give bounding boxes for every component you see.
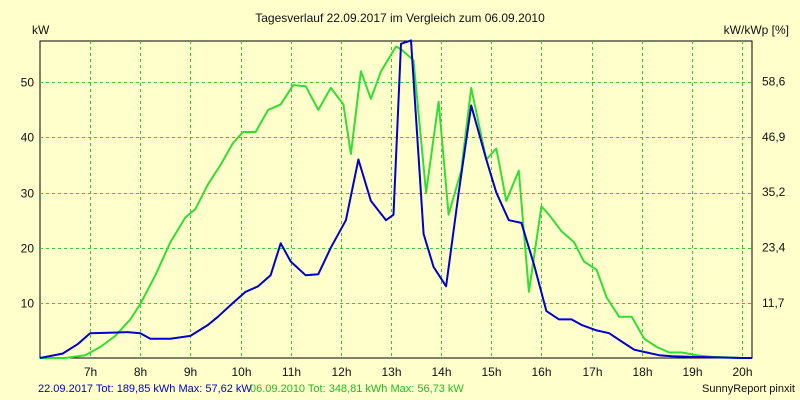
- y-right-tick-label: 46,9: [762, 130, 786, 144]
- x-tick-label: 8h: [134, 365, 147, 379]
- legend-series-1: 22.09.2017 Tot: 189,85 kWh Max: 57,62 kW: [38, 383, 252, 395]
- grid-lines: [40, 41, 752, 358]
- y-axis-left-label: kW: [32, 23, 50, 37]
- x-tick-label: 17h: [582, 365, 602, 379]
- x-tick-label: 11h: [282, 365, 301, 379]
- chart-title: Tagesverlauf 22.09.2017 im Vergleich zum…: [255, 11, 545, 25]
- series-line-06-09-2010: [40, 45, 752, 359]
- plot-area: [39, 40, 753, 359]
- x-tick-label: 10h: [231, 365, 251, 379]
- y-left-tick-label: 40: [21, 131, 35, 145]
- y-left-tick-label: 10: [21, 297, 35, 311]
- y-left-tick-label: 50: [21, 76, 35, 90]
- y-right-tick-label: 23,4: [762, 241, 786, 255]
- y-axis-right-label: kW/kWp [%]: [724, 23, 789, 37]
- y-left-tick-label: 20: [21, 242, 35, 256]
- x-tick-label: 14h: [431, 365, 451, 379]
- series-lines: [39, 39, 752, 359]
- x-tick-label: 20h: [732, 365, 752, 379]
- x-tick-label: 19h: [682, 365, 702, 379]
- y-right-tick-label: 35,2: [762, 185, 786, 199]
- x-tick-label: 15h: [481, 365, 501, 379]
- x-tick-label: 16h: [531, 365, 551, 379]
- credit-text: SunnyReport pinxit: [702, 383, 795, 395]
- y-right-tick-label: 58,6: [762, 75, 786, 89]
- axis-tick-labels: 7h 8h 9h 10h 11h 12h 13h 14h 15h 16h 17h 18h 19h 20h 1…: [21, 75, 786, 379]
- x-tick-label: 12h: [331, 365, 351, 379]
- legend-series-2: 06.09.2010 Tot: 348,81 kWh Max: 56,73 kW: [250, 383, 464, 395]
- x-tick-label: 9h: [184, 365, 197, 379]
- y-left-tick-label: 30: [21, 187, 35, 201]
- y-right-tick-label: 11,7: [762, 296, 785, 310]
- series-line-22-09-2017: [39, 39, 752, 359]
- x-tick-label: 18h: [632, 365, 652, 379]
- x-tick-label: 7h: [84, 365, 97, 379]
- x-tick-label: 13h: [381, 365, 401, 379]
